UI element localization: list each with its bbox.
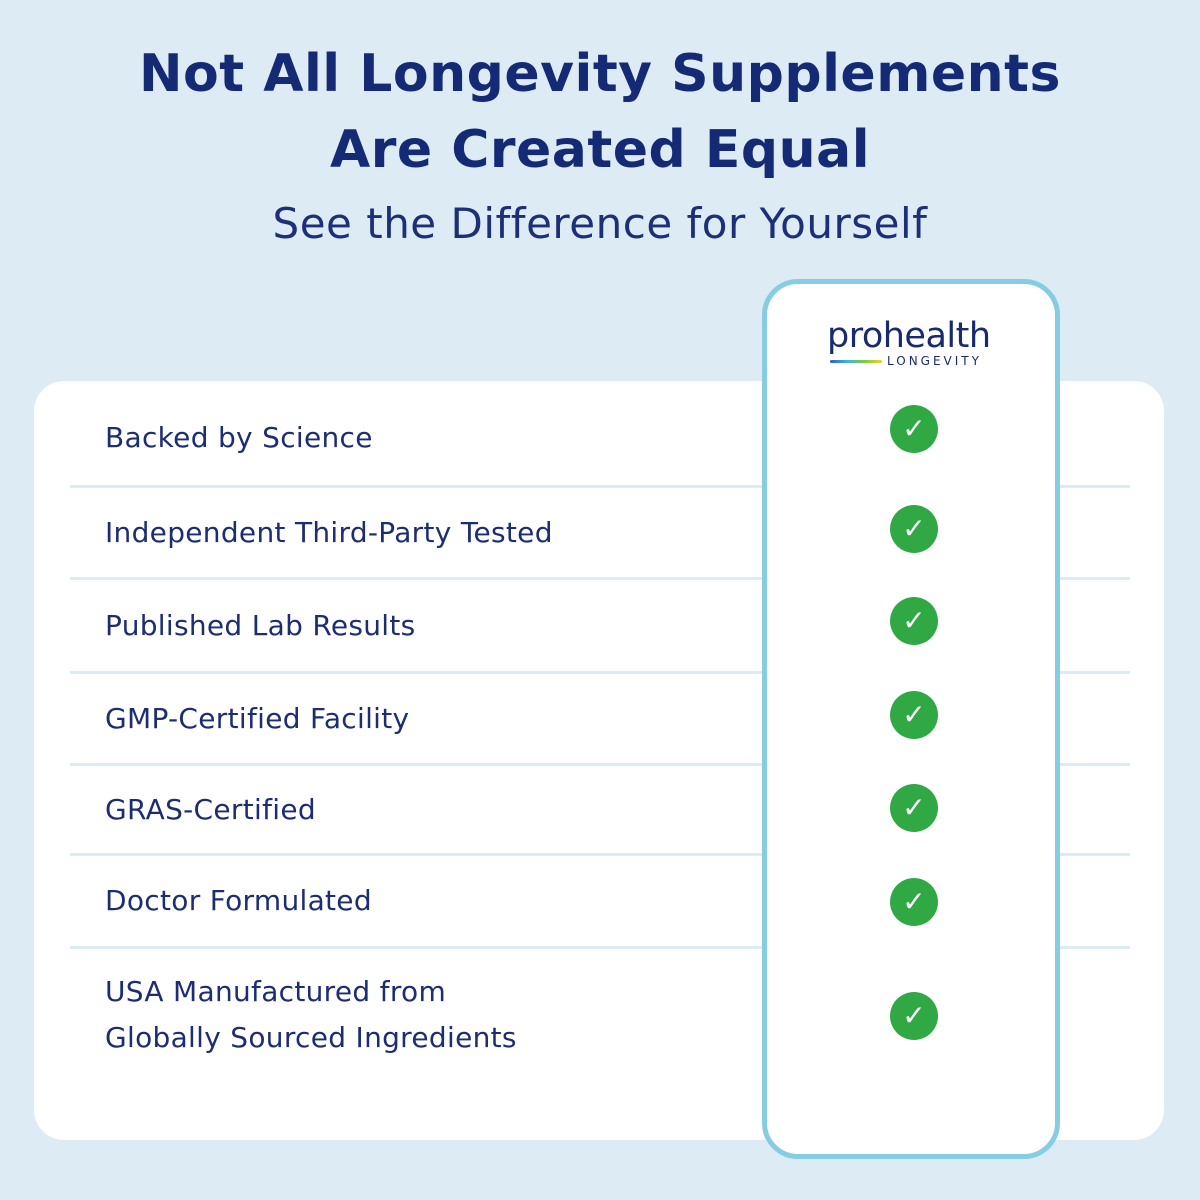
check-icon: ✓	[890, 878, 938, 926]
check-icon: ✓	[890, 784, 938, 832]
feature-row: USA Manufactured from Globally Sourced I…	[70, 949, 1130, 1081]
brand-tagline: LONGEVITY	[887, 354, 982, 368]
feature-label: Doctor Formulated	[105, 884, 372, 917]
title-line-2: Are Created Equal	[329, 120, 871, 180]
check-icon: ✓	[890, 691, 938, 739]
feature-label: USA Manufactured from Globally Sourced I…	[105, 975, 517, 1054]
check-icon: ✓	[890, 597, 938, 645]
check-icon: ✓	[890, 505, 938, 553]
check-icon: ✓	[890, 405, 938, 453]
feature-label: Published Lab Results	[105, 608, 416, 642]
feature-label: Backed by Science	[105, 421, 373, 454]
feature-row: Published Lab Results	[70, 580, 1130, 674]
title-line-1: Not All Longevity Supplements	[139, 44, 1061, 104]
feature-row: Independent Third-Party Tested	[70, 488, 1130, 580]
feature-row: Backed by Science	[70, 391, 1130, 488]
brand-name: prohealth	[827, 316, 991, 356]
feature-label: GRAS-Certified	[105, 792, 316, 826]
feature-row: Doctor Formulated	[70, 856, 1130, 949]
check-icon: ✓	[890, 992, 938, 1040]
feature-label: Independent Third-Party Tested	[105, 515, 553, 549]
feature-row: GMP-Certified Facility	[70, 674, 1130, 766]
feature-label: GMP-Certified Facility	[105, 701, 410, 735]
page-subtitle: See the Difference for Yourself	[272, 199, 928, 248]
brand-logo: prohealth LONGEVITY	[767, 316, 1055, 376]
logo-gradient-bar	[830, 360, 882, 363]
page-title: Not All Longevity Supplements Are Create…	[0, 36, 1200, 188]
feature-row: GRAS-Certified	[70, 766, 1130, 856]
